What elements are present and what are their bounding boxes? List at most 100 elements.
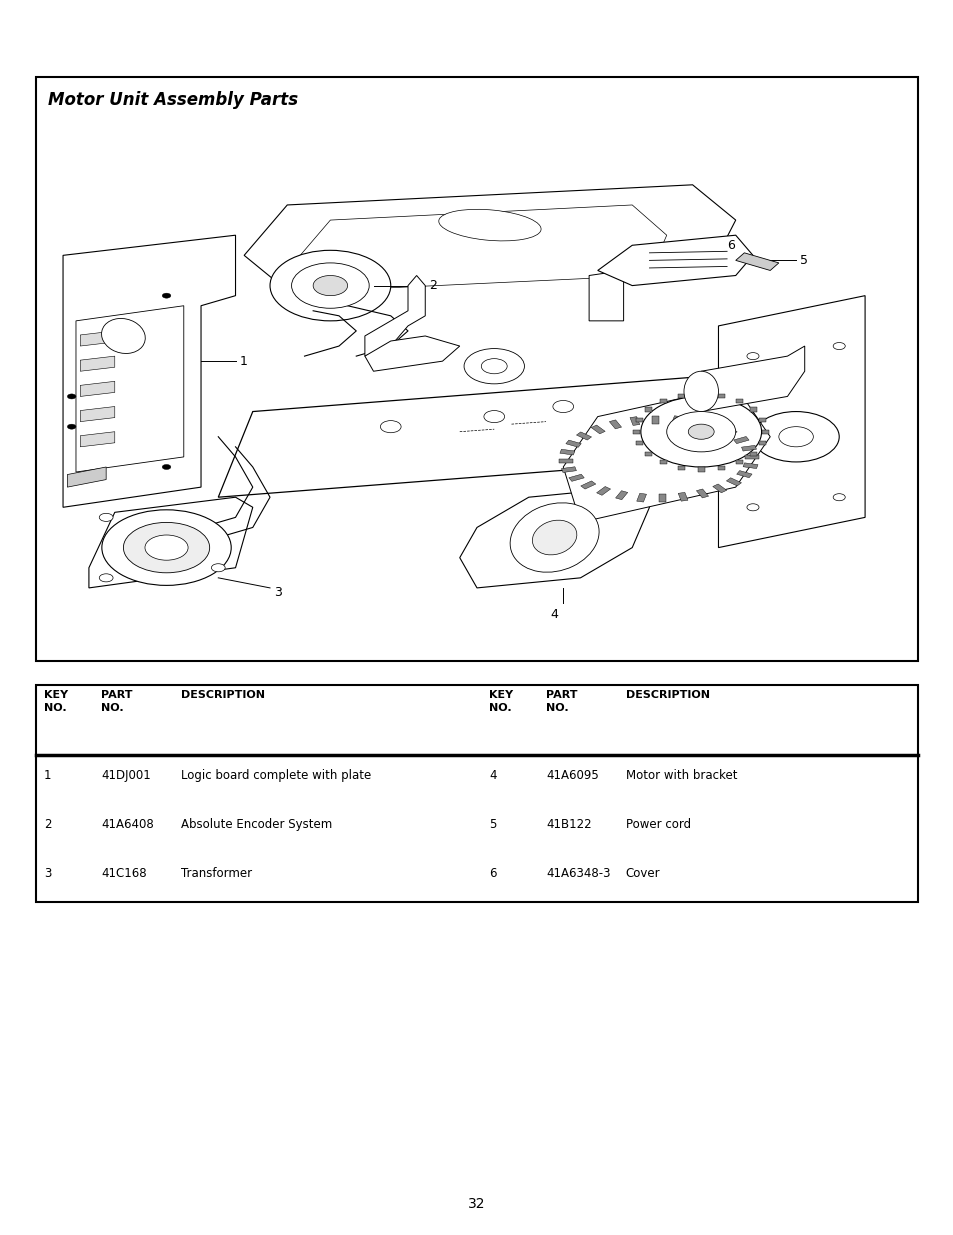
Text: 1: 1 <box>239 354 248 368</box>
FancyBboxPatch shape <box>36 77 917 661</box>
Bar <box>717 466 724 469</box>
Bar <box>645 452 652 456</box>
Bar <box>645 408 652 411</box>
Polygon shape <box>80 331 114 346</box>
Text: 6: 6 <box>726 238 734 252</box>
Bar <box>744 454 759 459</box>
Polygon shape <box>218 372 769 498</box>
Bar <box>725 478 740 485</box>
Bar <box>659 461 666 464</box>
Bar <box>712 484 726 493</box>
Bar <box>671 416 680 425</box>
Polygon shape <box>80 382 114 396</box>
FancyBboxPatch shape <box>36 685 917 902</box>
Bar <box>689 419 701 427</box>
Text: 41B122: 41B122 <box>546 818 592 831</box>
Bar <box>609 420 621 429</box>
Circle shape <box>746 504 759 511</box>
Polygon shape <box>244 185 735 290</box>
Polygon shape <box>80 356 114 372</box>
Circle shape <box>746 353 759 359</box>
Bar <box>636 417 642 422</box>
Circle shape <box>145 535 188 561</box>
Circle shape <box>687 424 714 440</box>
Bar <box>759 417 765 422</box>
Bar <box>568 474 583 482</box>
Polygon shape <box>598 235 752 285</box>
Circle shape <box>666 411 735 452</box>
Text: DESCRIPTION: DESCRIPTION <box>180 690 264 700</box>
Circle shape <box>162 464 171 469</box>
Bar <box>749 408 757 411</box>
Text: 3: 3 <box>44 867 51 879</box>
Circle shape <box>553 400 573 412</box>
Bar <box>558 459 572 463</box>
Bar <box>721 429 737 437</box>
Polygon shape <box>80 406 114 421</box>
Text: 5: 5 <box>800 254 807 267</box>
Text: PART
NO.: PART NO. <box>546 690 578 713</box>
Polygon shape <box>63 235 235 508</box>
Bar <box>706 422 720 431</box>
Polygon shape <box>364 275 425 356</box>
Bar <box>580 480 596 489</box>
Circle shape <box>68 424 76 430</box>
Bar <box>561 467 576 473</box>
Ellipse shape <box>438 209 540 241</box>
Bar <box>652 416 659 424</box>
Bar <box>696 489 708 498</box>
Circle shape <box>270 251 391 321</box>
Circle shape <box>212 563 225 572</box>
Text: 4: 4 <box>489 769 496 782</box>
Circle shape <box>313 275 347 295</box>
Circle shape <box>162 293 171 298</box>
Bar <box>733 436 748 443</box>
Polygon shape <box>68 467 106 487</box>
Polygon shape <box>735 253 778 270</box>
Polygon shape <box>718 295 864 547</box>
Bar <box>761 430 768 433</box>
Bar <box>596 487 610 495</box>
Text: KEY
NO.: KEY NO. <box>44 690 68 713</box>
Bar <box>740 446 756 451</box>
Circle shape <box>463 348 524 384</box>
Bar <box>736 471 751 478</box>
Ellipse shape <box>510 503 598 572</box>
Bar <box>636 493 646 503</box>
Bar <box>735 399 742 403</box>
Bar <box>576 432 591 440</box>
Bar <box>717 394 724 398</box>
Bar <box>659 399 666 403</box>
Circle shape <box>481 358 507 374</box>
Bar <box>735 461 742 464</box>
Text: 1: 1 <box>44 769 51 782</box>
Bar <box>636 441 642 446</box>
Polygon shape <box>89 498 253 588</box>
Circle shape <box>640 396 760 467</box>
Polygon shape <box>459 487 649 588</box>
Circle shape <box>380 421 400 432</box>
Bar <box>677 394 684 398</box>
Bar <box>659 494 665 503</box>
Bar <box>697 468 704 472</box>
Circle shape <box>99 574 113 582</box>
Text: 4: 4 <box>550 608 558 621</box>
Text: Motor with bracket: Motor with bracket <box>625 769 737 782</box>
Circle shape <box>483 410 504 422</box>
Bar <box>677 466 684 469</box>
Polygon shape <box>364 336 459 372</box>
Bar <box>749 452 757 456</box>
Text: Cover: Cover <box>625 867 659 879</box>
Circle shape <box>832 494 844 500</box>
Bar <box>591 425 604 433</box>
Text: 2: 2 <box>429 279 437 293</box>
Circle shape <box>102 510 231 585</box>
Text: 3: 3 <box>274 587 282 599</box>
Bar <box>565 440 580 447</box>
Text: 2: 2 <box>44 818 51 831</box>
Circle shape <box>68 394 76 399</box>
Text: Logic board complete with plate: Logic board complete with plate <box>180 769 371 782</box>
Text: 32: 32 <box>468 1197 485 1212</box>
Bar <box>629 416 639 425</box>
Text: Power cord: Power cord <box>625 818 690 831</box>
